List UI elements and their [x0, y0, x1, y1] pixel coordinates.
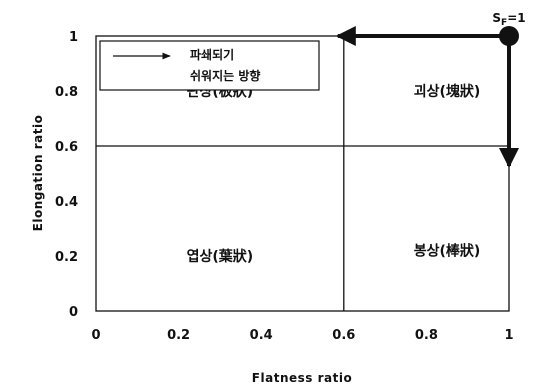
legend-line1: 파쇄되기: [190, 47, 234, 62]
region-labels: 판상(板狀) 괴상(塊狀)엽상(葉狀) 봉상(棒狀): [187, 83, 481, 265]
legend-box: [99, 40, 320, 91]
x-tick-label: 0.8: [415, 328, 438, 343]
y-tick-label: 0: [69, 305, 78, 320]
region-label: 괴상(塊狀): [414, 83, 481, 100]
x-tick-label: 0.2: [167, 328, 190, 343]
y-tick-label: 0.4: [55, 195, 78, 210]
sf-label: SF=1: [492, 11, 525, 28]
y-tick-label: 0.8: [55, 85, 78, 100]
y-tick-label: 0.2: [55, 250, 78, 265]
y-tick-label: 0.6: [55, 140, 78, 155]
y-tick-label: 1: [69, 30, 78, 45]
plot-frame: [95, 35, 510, 312]
sf-label-sub: F: [501, 18, 507, 28]
legend: 파쇄되기 쉬워지는 방향: [99, 40, 320, 91]
region-label: 엽상(葉狀): [187, 248, 254, 265]
x-axis-label: Flatness ratio: [252, 371, 352, 385]
x-tick-label: 1: [504, 328, 513, 343]
x-tick-label: 0: [91, 328, 100, 343]
sf-label-suffix: =1: [507, 11, 525, 25]
region-label: 봉상(棒狀): [414, 243, 481, 260]
x-tick-label: 0.6: [332, 328, 355, 343]
sf-point: [499, 26, 519, 46]
y-tick-labels: 0 0.2 0.4 0.6 0.8 1: [55, 30, 78, 320]
y-axis-label: Elongation ratio: [31, 115, 45, 232]
x-tick-labels: 0 0.2 0.4 0.6 0.8 1: [91, 328, 513, 343]
x-tick-label: 0.4: [250, 328, 273, 343]
legend-line2: 쉬워지는 방향: [190, 68, 260, 83]
sf-label-s: S: [492, 11, 501, 25]
